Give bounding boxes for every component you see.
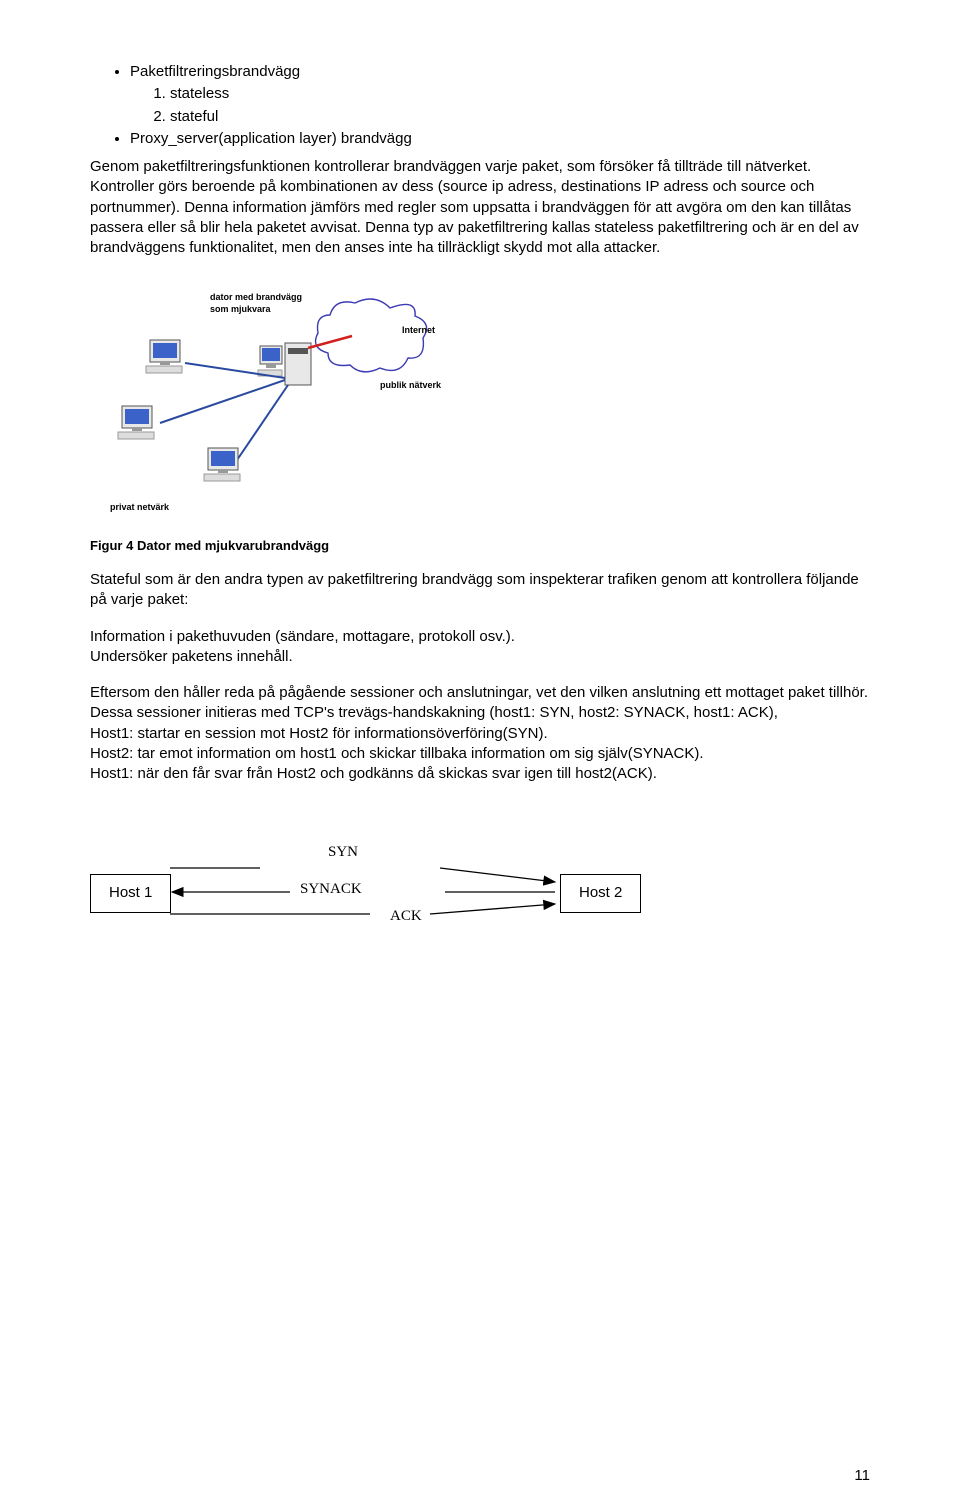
numbered-sublist: stateless stateful xyxy=(170,84,870,127)
top-bullet-list: Paketfiltreringsbrandvägg stateless stat… xyxy=(130,62,870,149)
paragraph-4: Eftersom den håller reda på pågående ses… xyxy=(90,683,870,784)
paragraph-3: Information i pakethuvuden (sändare, mot… xyxy=(90,627,870,668)
internet-cloud-icon xyxy=(316,299,427,372)
sub-item-2: stateful xyxy=(170,107,870,127)
lan-line-3 xyxy=(235,385,288,463)
para4-line4: Host1: när den får svar från Host2 och g… xyxy=(90,765,657,782)
sub-item-1: stateless xyxy=(170,84,870,104)
network-diagram-svg: Internet publik nätverk dator med brandv… xyxy=(90,288,530,518)
bullet-text-1: Paketfiltreringsbrandvägg xyxy=(130,63,300,80)
bullet-item-1: Paketfiltreringsbrandvägg stateless stat… xyxy=(130,62,870,127)
para3-line1: Information i pakethuvuden (sändare, mot… xyxy=(90,628,515,645)
handshake-diagram: Host 1 Host 2 SYN SYNACK ACK xyxy=(90,824,870,944)
para4-line3: Host2: tar emot information om host1 och… xyxy=(90,745,704,762)
firewall-label-line1: dator med brandvägg xyxy=(210,292,302,302)
paragraph-1: Genom paketfiltreringsfunktionen kontrol… xyxy=(90,157,870,258)
paragraph-2: Stateful som är den andra typen av paket… xyxy=(90,570,870,611)
client-pc-2-icon xyxy=(118,406,154,439)
bullet-item-2: Proxy_server(application layer) brandväg… xyxy=(130,129,870,149)
para4-line2: Host1: startar en session mot Host2 för … xyxy=(90,725,548,742)
handshake-arrows-svg xyxy=(160,834,560,944)
figure-caption: Figur 4 Dator med mjukvarubrandvägg xyxy=(90,537,870,555)
para3-line2: Undersöker paketens innehåll. xyxy=(90,648,293,665)
internet-label: Internet xyxy=(402,325,435,335)
network-diagram: Internet publik nätverk dator med brandv… xyxy=(90,288,870,524)
page-number: 11 xyxy=(854,1466,870,1486)
client-pc-3-icon xyxy=(204,448,240,481)
private-network-label: privat netvärk xyxy=(110,502,170,512)
client-pc-1-icon xyxy=(146,340,182,373)
para4-line1: Eftersom den håller reda på pågående ses… xyxy=(90,684,868,721)
firewall-label-line2: som mjukvara xyxy=(210,304,272,314)
public-network-label: publik nätverk xyxy=(380,380,442,390)
host2-box: Host 2 xyxy=(560,874,641,912)
